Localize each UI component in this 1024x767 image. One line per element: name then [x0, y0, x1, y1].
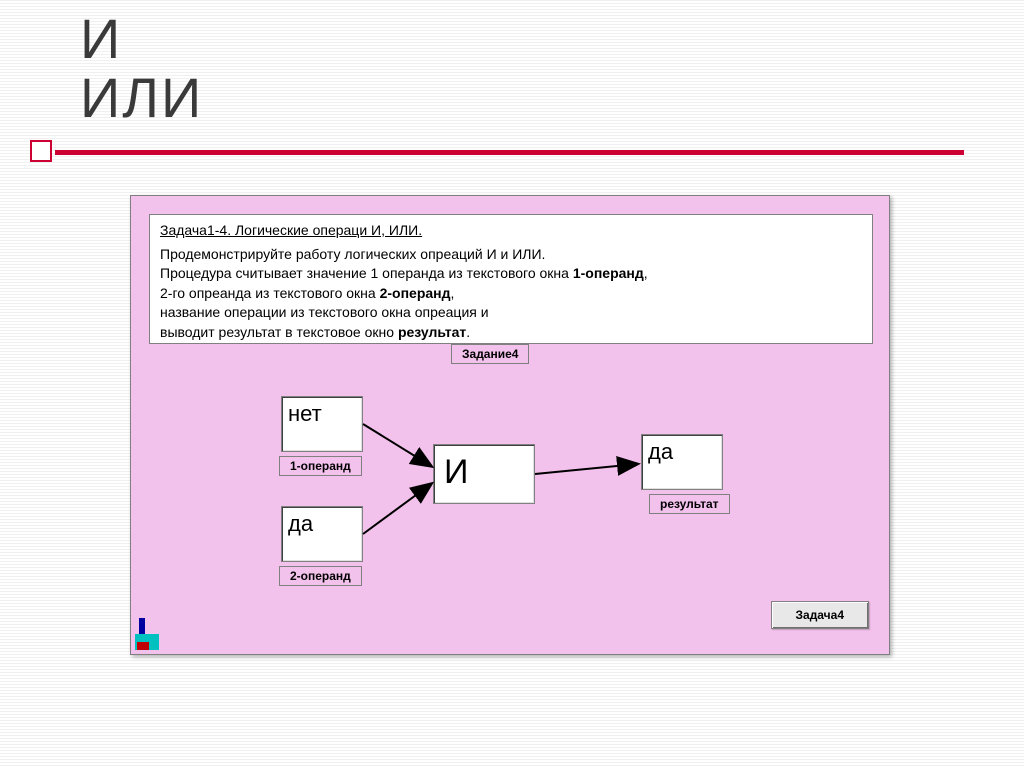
result-label: результат: [649, 494, 730, 514]
task-group-label: Задание4: [451, 344, 529, 364]
description-line-5: выводит результат в текстовое окно резул…: [160, 323, 862, 343]
description-box: Задача1-4. Логические операци И, ИЛИ. Пр…: [149, 214, 873, 344]
operation-input[interactable]: И: [433, 444, 535, 504]
operand2-input[interactable]: да: [281, 506, 363, 562]
description-line-1: Продемонстрируйте работу логических опре…: [160, 245, 862, 265]
result-output: да: [641, 434, 723, 490]
slide-title: И ИЛИ: [80, 10, 964, 128]
operand1-label: 1-операнд: [279, 456, 362, 476]
title-line-2: ИЛИ: [80, 69, 964, 128]
task-button[interactable]: Задача4: [771, 601, 870, 629]
description-line-4: название операции из текстового окна опр…: [160, 303, 862, 323]
corner-decor-icon: [133, 616, 161, 652]
title-bullet-square: [30, 140, 52, 162]
task-panel: Задача1-4. Логические операци И, ИЛИ. Пр…: [130, 195, 890, 655]
operand2-label: 2-операнд: [279, 566, 362, 586]
title-underline: [55, 150, 964, 155]
description-header: Задача1-4. Логические операци И, ИЛИ.: [160, 221, 862, 241]
description-line-2: Процедура считывает значение 1 операнда …: [160, 264, 862, 284]
operand1-input[interactable]: нет: [281, 396, 363, 452]
title-line-1: И: [80, 10, 964, 69]
description-line-3: 2-го опреанда из текстового окна 2-опера…: [160, 284, 862, 304]
